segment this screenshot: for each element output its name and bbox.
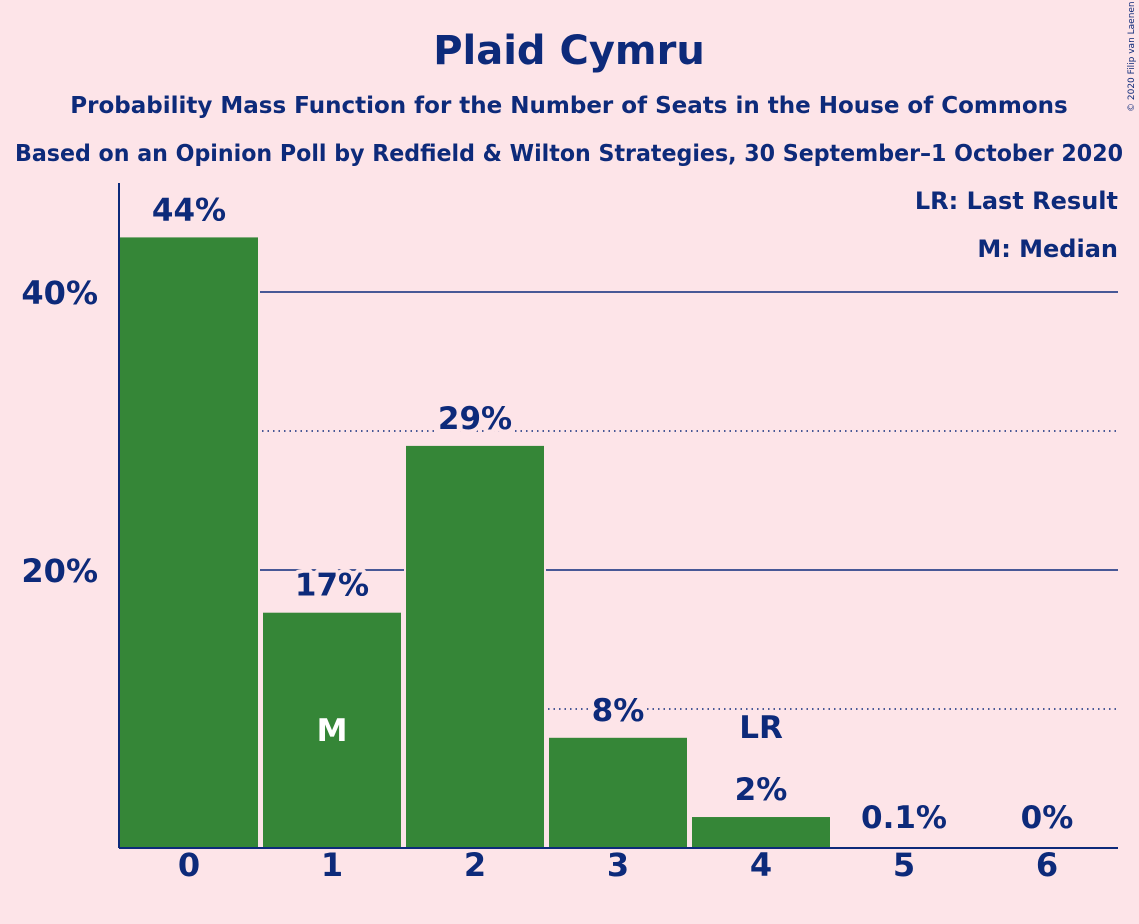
legend-median: M: Median bbox=[977, 235, 1118, 263]
x-tick-label: 1 bbox=[321, 846, 343, 884]
data-label: 44% bbox=[152, 192, 226, 228]
data-label: 29% bbox=[438, 401, 512, 437]
chart-subtitle-source: Based on an Opinion Poll by Redfield & W… bbox=[15, 141, 1123, 167]
median-marker: M bbox=[317, 713, 348, 749]
chart-subtitle: Probability Mass Function for the Number… bbox=[70, 93, 1067, 119]
bar bbox=[690, 815, 832, 850]
x-tick-label: 3 bbox=[607, 846, 629, 884]
bars bbox=[118, 235, 975, 850]
y-tick-label: 20% bbox=[21, 552, 98, 590]
data-label: 0% bbox=[1021, 800, 1074, 836]
data-label: 8% bbox=[592, 693, 645, 729]
bar bbox=[547, 735, 689, 849]
data-labels: 44% 17% 29% 8% 2% 0.1% 0% M LR bbox=[148, 188, 1077, 840]
x-tick-label: 2 bbox=[464, 846, 486, 884]
bar bbox=[118, 235, 260, 849]
y-tick-label: 40% bbox=[21, 274, 98, 312]
x-tick-label: 0 bbox=[178, 846, 200, 884]
x-tick-label: 6 bbox=[1036, 846, 1058, 884]
data-label: 0.1% bbox=[861, 800, 947, 836]
data-label: 17% bbox=[295, 568, 369, 604]
data-label: 2% bbox=[735, 772, 788, 808]
x-tick-label: 4 bbox=[750, 846, 772, 884]
copyright-notice: © 2020 Filip van Laenen bbox=[1127, 1, 1137, 112]
x-tick-label: 5 bbox=[893, 846, 915, 884]
legend-last-result: LR: Last Result bbox=[915, 187, 1118, 215]
bar bbox=[404, 443, 546, 849]
last-result-marker: LR bbox=[739, 710, 783, 746]
bar bbox=[261, 610, 403, 850]
chart-title: Plaid Cymru bbox=[433, 28, 705, 74]
axes: 20% 40% 0 1 2 3 4 5 6 bbox=[21, 183, 1118, 884]
